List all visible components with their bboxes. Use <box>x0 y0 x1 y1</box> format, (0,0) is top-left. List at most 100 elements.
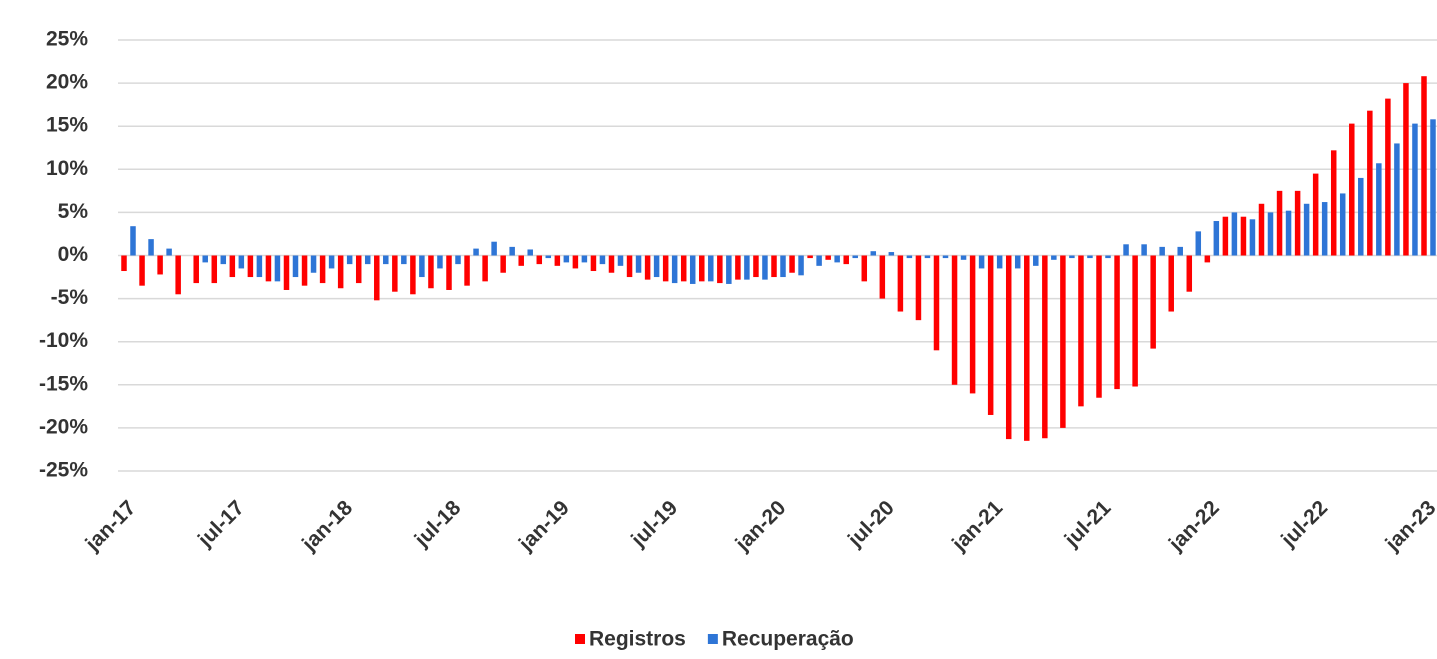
bar <box>265 255 272 282</box>
bar <box>861 255 868 282</box>
bar <box>1114 255 1120 390</box>
bar <box>789 255 795 273</box>
bar <box>996 255 1003 269</box>
bar <box>1339 193 1346 256</box>
x-tick-label: jan-22 <box>1164 496 1224 556</box>
bar <box>554 255 561 266</box>
y-tick-label: 10% <box>46 157 88 180</box>
bar <box>1430 119 1436 256</box>
bar <box>942 255 949 259</box>
bar <box>1358 177 1364 256</box>
bar <box>1240 216 1247 256</box>
bar <box>545 255 552 259</box>
bar <box>1087 255 1093 259</box>
bar <box>626 255 633 278</box>
bar <box>491 241 497 256</box>
x-tick-label: jan-21 <box>947 496 1007 556</box>
bar <box>1078 255 1084 407</box>
y-tick-label: 25% <box>46 28 88 51</box>
bar <box>1195 231 1202 256</box>
bar <box>1060 255 1066 428</box>
bar <box>825 255 831 260</box>
bar <box>1105 255 1111 259</box>
bar <box>834 255 840 263</box>
bar <box>482 255 488 282</box>
bar <box>166 248 172 256</box>
bar <box>1024 255 1030 441</box>
bar <box>1042 255 1048 439</box>
bar <box>428 255 434 289</box>
bar <box>419 255 425 278</box>
bar <box>364 255 371 265</box>
bar <box>653 255 660 278</box>
bar <box>238 255 245 269</box>
bar <box>292 255 299 278</box>
bar <box>1385 98 1391 256</box>
bar <box>987 255 994 415</box>
bar <box>247 255 254 278</box>
bar <box>897 255 904 312</box>
bar <box>608 255 615 273</box>
bar <box>1330 150 1337 256</box>
bar <box>1349 123 1355 256</box>
bar <box>337 255 344 289</box>
bar <box>852 255 858 259</box>
bar <box>924 255 931 259</box>
bar <box>1276 190 1283 256</box>
bar <box>202 255 208 263</box>
bar <box>744 255 750 280</box>
bar <box>969 255 976 394</box>
x-tick-label: jan-20 <box>731 496 791 556</box>
bar <box>1132 255 1138 387</box>
bar <box>319 255 326 284</box>
bar <box>1231 212 1238 256</box>
bar <box>1222 216 1229 256</box>
bar <box>455 255 461 265</box>
bar <box>617 255 624 266</box>
y-tick-label: -10% <box>39 329 88 352</box>
bar <box>960 255 967 260</box>
y-tick-label: -15% <box>39 372 88 395</box>
bar <box>274 255 281 282</box>
bar <box>301 255 308 286</box>
x-tick-label: jan-19 <box>514 496 574 556</box>
bar <box>1005 255 1012 440</box>
bar <box>870 251 877 256</box>
bar <box>888 252 895 256</box>
bar <box>518 255 524 266</box>
bar <box>1312 173 1319 256</box>
x-tick-label: jul-18 <box>410 496 466 552</box>
legend-label: Registros <box>589 628 686 651</box>
bar <box>671 255 678 284</box>
bar <box>1394 143 1400 256</box>
bar <box>211 255 218 284</box>
bar <box>346 255 353 265</box>
bar <box>1014 255 1021 269</box>
y-tick-label: 20% <box>46 71 88 94</box>
bar <box>951 255 958 385</box>
bar <box>906 255 913 259</box>
bar <box>401 255 407 265</box>
bar <box>717 255 723 284</box>
bar <box>1186 255 1193 292</box>
legend-swatch <box>707 634 718 644</box>
bar <box>328 255 335 269</box>
x-tick-label: jan-23 <box>1381 496 1437 556</box>
bar <box>148 239 154 256</box>
bar <box>753 255 759 278</box>
bar <box>1321 202 1328 256</box>
bar <box>1213 221 1220 256</box>
bar <box>762 255 768 280</box>
bar <box>355 255 362 284</box>
bar <box>1285 210 1292 256</box>
bar <box>572 255 579 269</box>
x-tick-label: jul-21 <box>1060 496 1116 552</box>
bar <box>590 255 597 272</box>
bar <box>735 255 741 280</box>
x-tick-label: jul-17 <box>193 496 249 552</box>
bar <box>1150 255 1156 349</box>
bar <box>1421 76 1427 256</box>
y-tick-label: -5% <box>51 286 89 309</box>
bar <box>807 255 813 259</box>
bar <box>662 255 669 282</box>
